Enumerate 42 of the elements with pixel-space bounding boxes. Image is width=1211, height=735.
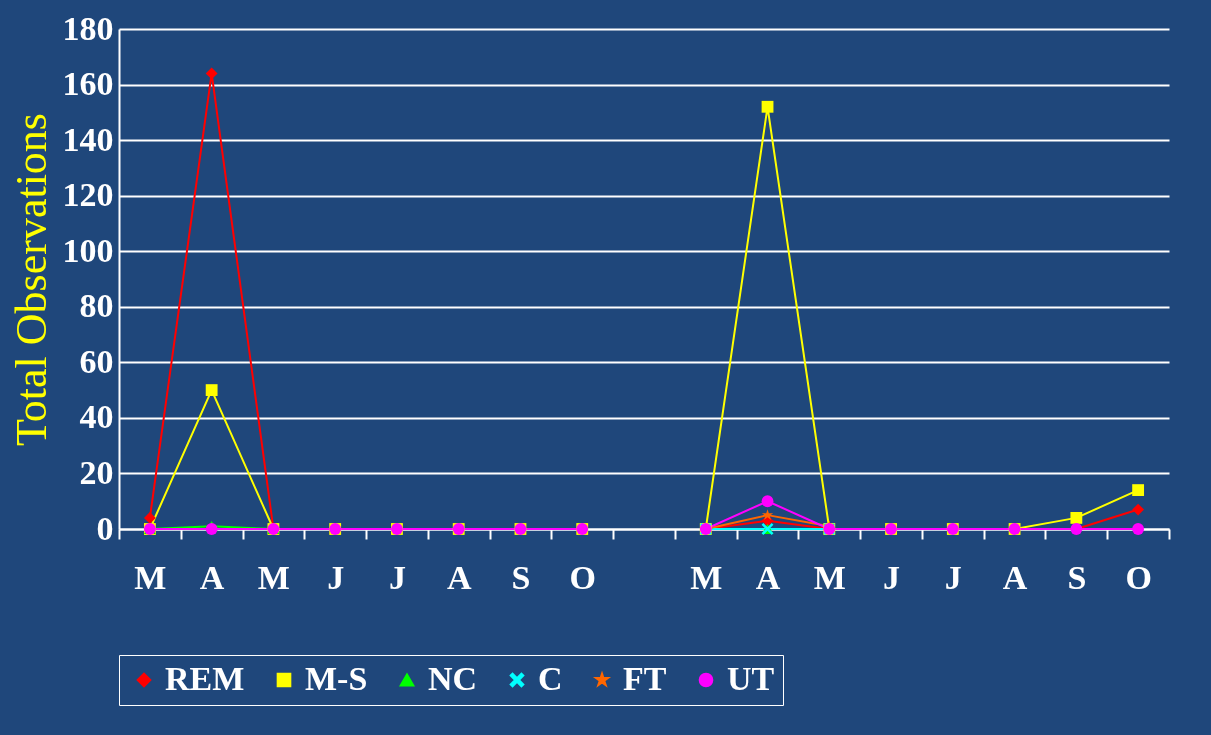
x-tick-label: A	[1002, 558, 1028, 596]
legend-label: C	[538, 660, 563, 697]
y-tick-label: 20	[79, 453, 114, 491]
x-tick-label: J	[388, 558, 406, 596]
x-tick-label: O	[569, 558, 596, 596]
x-tick-label: M	[257, 558, 290, 596]
x-tick-label: O	[1125, 558, 1152, 596]
x-tick-label: S	[1067, 558, 1087, 596]
point	[761, 509, 774, 520]
legend-label: FT	[623, 660, 667, 697]
point	[1132, 503, 1145, 516]
point	[1132, 484, 1145, 497]
x-tick-label: J	[883, 558, 901, 596]
point	[143, 511, 156, 524]
point	[1070, 511, 1083, 524]
x-tick-label: A	[199, 558, 225, 596]
x-tick-label: J	[327, 558, 345, 596]
x-tick-label: S	[511, 558, 531, 596]
legend-label: REM	[165, 660, 245, 697]
point	[1132, 523, 1145, 535]
y-tick-label: 180	[62, 9, 114, 47]
y-tick-label: 140	[62, 120, 114, 158]
y-tick-label: 80	[79, 287, 114, 325]
y-tick-label: 60	[79, 342, 114, 380]
point	[761, 100, 774, 113]
y-axis-title: Total Observations	[6, 113, 56, 446]
legend-label: NC	[428, 660, 478, 697]
y-tick-label: 120	[62, 176, 114, 214]
x-tick-label: M	[690, 558, 723, 596]
x-tick-label: A	[755, 558, 781, 596]
legend-label: UT	[727, 660, 775, 697]
y-tick-label: 100	[62, 231, 114, 269]
x-tick-label: M	[813, 558, 846, 596]
x-tick-label: A	[446, 558, 472, 596]
x-tick-label: M	[134, 558, 167, 596]
y-tick-label: 160	[62, 65, 114, 103]
y-tick-label: 40	[79, 398, 114, 436]
point	[761, 495, 774, 508]
legend-label: M-S	[305, 660, 368, 697]
x-tick-label: J	[944, 558, 962, 596]
point	[205, 384, 218, 397]
y-tick-label: 0	[96, 509, 114, 547]
